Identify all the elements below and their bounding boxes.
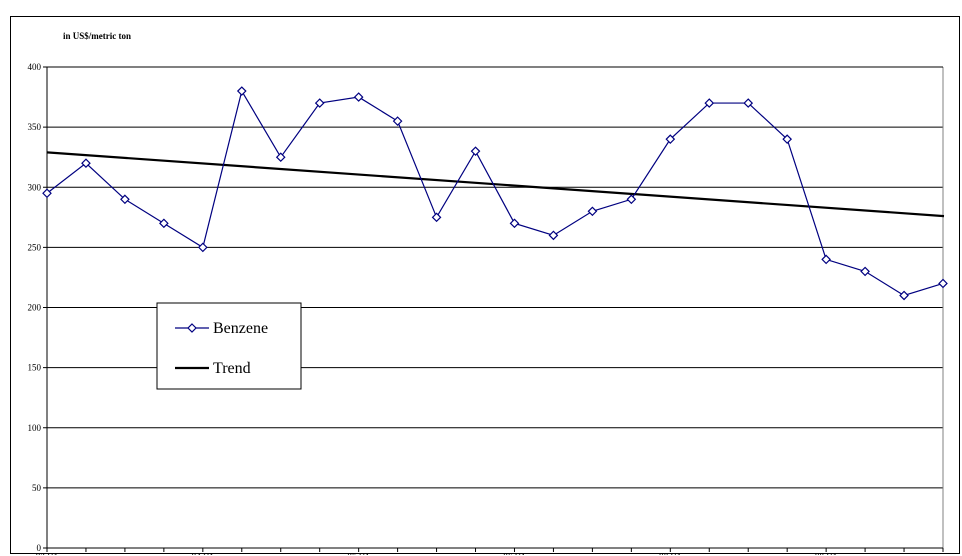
- gridlines: [47, 66, 943, 489]
- x-tick-label-3: 96 Q1: [503, 552, 525, 555]
- y-tick-label-0: 0: [37, 543, 42, 553]
- legend-box: [156, 302, 302, 390]
- y-tick-label-100: 100: [28, 423, 42, 433]
- y-tick-label-150: 150: [28, 363, 42, 373]
- benzene-point-8: [353, 92, 364, 102]
- axes: [43, 66, 944, 552]
- y-tick-label-200: 200: [28, 303, 42, 313]
- benzene-point-20: [821, 254, 831, 265]
- benzene-point-13: [548, 230, 559, 241]
- x-tick-label-4: 97 Q1: [659, 552, 681, 555]
- benzene-point-9: [392, 116, 403, 126]
- y-axis-unit-label: in US$/metric ton: [63, 31, 131, 41]
- benzene-point-11: [470, 146, 481, 157]
- benzene-point-0: [42, 188, 52, 199]
- benzene-point-21: [860, 266, 870, 277]
- series-layer: [42, 86, 948, 301]
- benzene-point-7: [314, 98, 325, 108]
- legend-benzene-label: Benzene: [213, 320, 268, 337]
- benzene-point-6: [275, 152, 286, 163]
- benzene-point-12: [509, 218, 520, 229]
- trend-line: [46, 151, 945, 218]
- benzene-point-22: [899, 290, 909, 301]
- benzene-point-16: [665, 134, 676, 144]
- benzene-point-3: [159, 218, 169, 229]
- x-tick-label-0: 93 Q1: [36, 552, 58, 555]
- x-tick-label-5: 98 Q1: [815, 552, 837, 555]
- benzene-point-1: [81, 158, 91, 169]
- benzene-point-18: [743, 98, 754, 108]
- benzene-point-10: [431, 212, 442, 223]
- legend-trend-label: Trend: [213, 360, 251, 377]
- x-tick-label-1: 94 Q1: [192, 552, 214, 555]
- legend: Benzene Trend: [156, 302, 302, 390]
- benzene-line: [46, 89, 944, 297]
- benzene-price-chart: in US$/metric ton 0 50 100 150 200 250 300 350 4…: [28, 31, 948, 555]
- benzene-point-17: [704, 98, 715, 108]
- y-tick-label-250: 250: [28, 242, 42, 252]
- benzene-point-5: [236, 86, 247, 96]
- legend-benzene-marker: [187, 323, 197, 333]
- benzene-point-15: [626, 194, 637, 205]
- x-tick-labels: 93 Q1 94 Q1 95 Q1 96 Q1 97 Q1 98 Q1: [36, 552, 837, 555]
- y-tick-labels: 0 50 100 150 200 250 300 350 400: [28, 62, 42, 553]
- benzene-point-19: [782, 134, 793, 144]
- y-tick-label-300: 300: [28, 182, 42, 192]
- y-tick-label-50: 50: [32, 483, 42, 493]
- y-tick-label-350: 350: [28, 122, 42, 132]
- benzene-point-14: [587, 206, 598, 217]
- benzene-point-4: [197, 242, 208, 253]
- benzene-point-23: [938, 278, 948, 289]
- chart-frame: in US$/metric ton 0 50 100 150 200 250 300 350 4…: [10, 16, 960, 555]
- x-tick-label-2: 95 Q1: [348, 552, 370, 555]
- benzene-point-2: [120, 194, 130, 205]
- y-tick-label-400: 400: [28, 62, 42, 72]
